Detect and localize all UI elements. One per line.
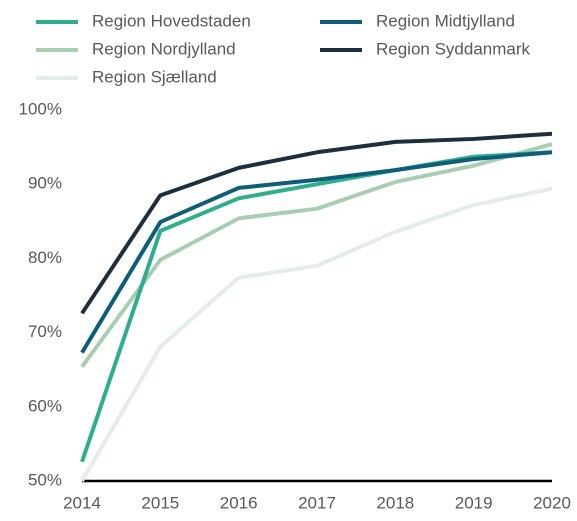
legend-label: Region Syddanmark (376, 39, 531, 58)
x-tick-label: 2019 (455, 493, 493, 512)
y-tick-label: 70% (28, 322, 62, 341)
y-tick-label: 50% (28, 470, 62, 489)
series-line (80, 142, 553, 368)
series-line (80, 150, 553, 354)
x-tick-label: 2018 (376, 493, 414, 512)
series-line (80, 186, 553, 483)
y-tick-label: 80% (28, 248, 62, 267)
y-tick-label: 60% (28, 396, 62, 415)
legend-label: Region Midtjylland (376, 11, 515, 30)
x-tick-label: 2020 (533, 493, 571, 512)
series-line (80, 150, 553, 463)
legend-label: Region Nordjylland (92, 39, 236, 58)
y-tick-label: 100% (19, 99, 62, 118)
legend-label: Region Hovedstaden (92, 11, 251, 30)
legend-label: Region Sjælland (92, 67, 217, 86)
x-tick-label: 2016 (220, 493, 258, 512)
x-tick-label: 2015 (141, 493, 179, 512)
x-tick-label: 2014 (63, 493, 101, 512)
x-tick-label: 2017 (298, 493, 336, 512)
series-line (80, 131, 553, 315)
y-tick-label: 90% (28, 174, 62, 193)
